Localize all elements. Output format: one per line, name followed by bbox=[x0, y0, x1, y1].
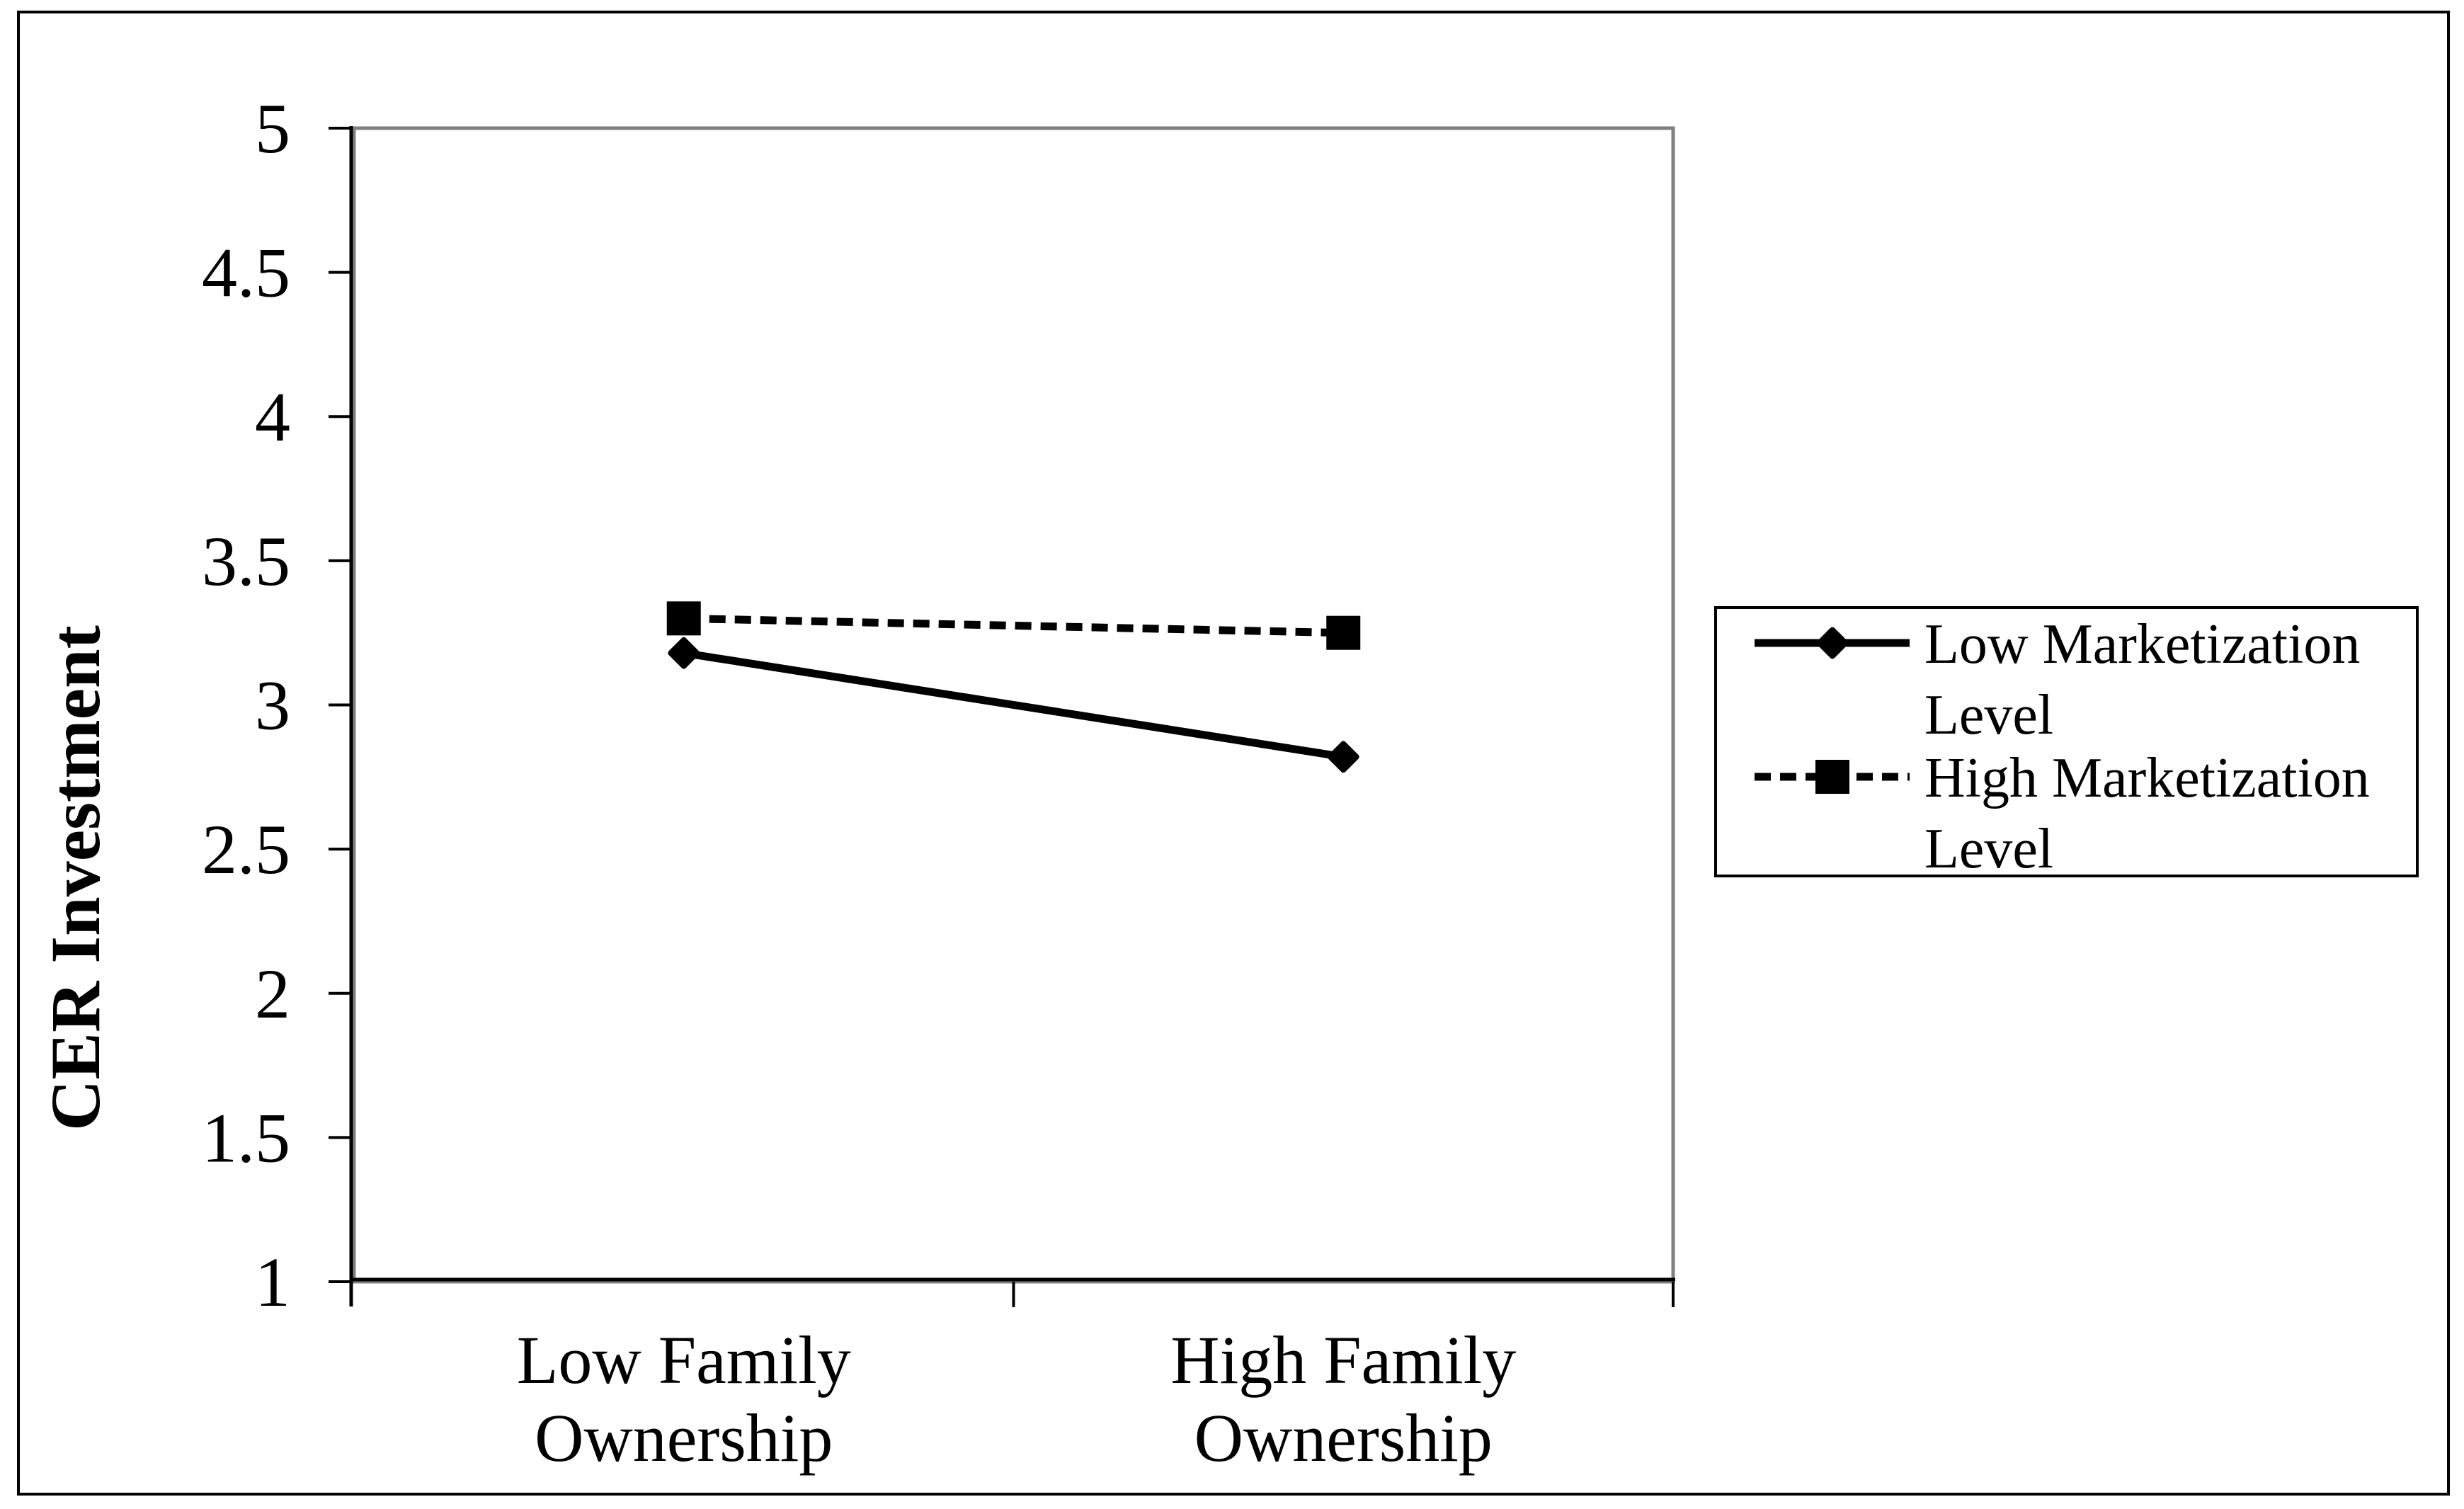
legend-entry-label-line: Level bbox=[1924, 818, 2053, 880]
legend-diamond-marker bbox=[1816, 627, 1849, 659]
square-data-point-marker bbox=[1326, 615, 1361, 650]
legend-square-marker bbox=[1815, 760, 1849, 794]
y-tick-label: 4.5 bbox=[202, 234, 290, 312]
y-tick-label: 5 bbox=[255, 89, 290, 168]
y-tick-label: 1.5 bbox=[202, 1098, 290, 1177]
y-tick-label: 2 bbox=[255, 955, 290, 1033]
y-tick-label: 3.5 bbox=[202, 522, 290, 600]
diamond-data-point-marker bbox=[1327, 741, 1359, 773]
y-axis-ticks bbox=[329, 127, 350, 1283]
series-line bbox=[683, 614, 1344, 637]
y-tick-label: 2.5 bbox=[202, 810, 290, 889]
square-data-point-marker bbox=[666, 601, 701, 636]
category-label-line: Ownership bbox=[1194, 1400, 1493, 1476]
category-label-line: Low Family bbox=[517, 1322, 851, 1398]
y-axis-tick-labels: 5 4.5 4 3.5 3 2.5 2 1.5 1 bbox=[202, 89, 290, 1321]
y-tick-label: 1 bbox=[255, 1243, 290, 1321]
plot-area bbox=[352, 126, 1675, 1284]
legend-entry-label-line: Low Marketization bbox=[1924, 613, 2360, 676]
legend-entry-label-line: High Marketization bbox=[1924, 747, 2370, 809]
legend-entry-label-line: Level bbox=[1924, 684, 2053, 746]
diamond-data-point-marker bbox=[668, 637, 700, 669]
series-high-marketization-level bbox=[666, 601, 1361, 650]
category-label-line: Ownership bbox=[535, 1400, 833, 1476]
y-axis-title: CER Investment bbox=[36, 625, 115, 1131]
y-tick-label: 4 bbox=[255, 377, 290, 456]
series-low-marketization-level bbox=[668, 637, 1359, 773]
legend-entry: High Marketization Level bbox=[1755, 747, 2370, 880]
series-line bbox=[683, 649, 1345, 761]
legend-entry: Low Marketization Level bbox=[1755, 613, 2360, 746]
figure-border bbox=[17, 11, 2450, 1496]
category-label-line: High Family bbox=[1170, 1322, 1516, 1398]
y-tick-label: 3 bbox=[255, 666, 290, 745]
x-axis-ticks bbox=[1012, 1282, 1675, 1307]
data-series bbox=[666, 601, 1361, 773]
